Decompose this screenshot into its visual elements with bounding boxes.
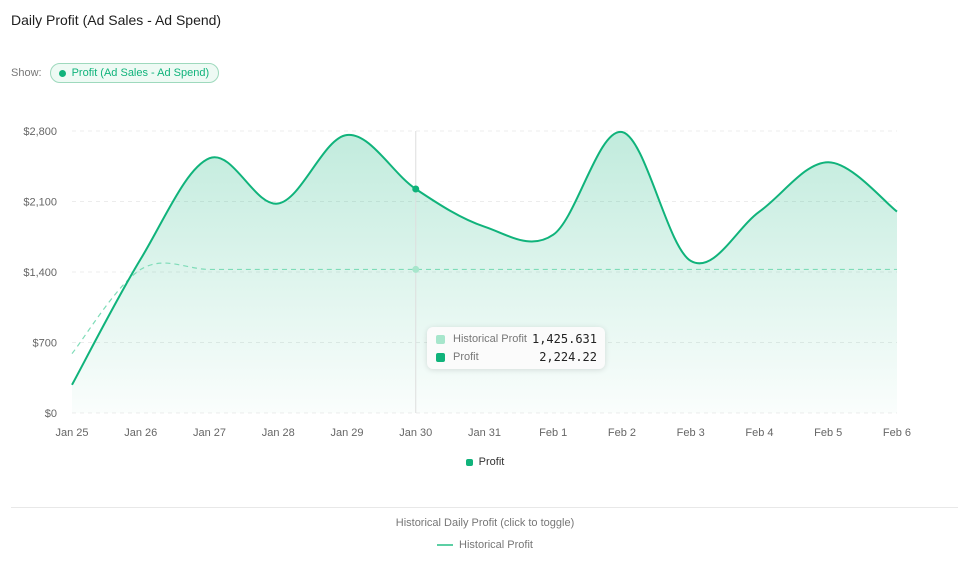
- show-filter: Show: Profit (Ad Sales - Ad Spend): [11, 63, 220, 83]
- x-tick-label: Jan 30: [399, 427, 432, 439]
- historical-swatch-icon: [436, 334, 445, 344]
- profit-swatch-icon: [436, 352, 445, 362]
- chart-title: Daily Profit (Ad Sales - Ad Spend): [11, 12, 222, 28]
- y-tick-label: $2,800: [23, 126, 57, 138]
- x-tick-label: Jan 25: [55, 427, 88, 439]
- legend-item-profit[interactable]: Profit: [465, 456, 505, 468]
- profit-area: [72, 131, 897, 413]
- tooltip-profit-label: Profit: [453, 351, 479, 363]
- tooltip-historical-value: 1,425.631: [531, 332, 597, 346]
- profit-hover-point: [412, 185, 420, 193]
- y-tick-label: $0: [45, 408, 57, 420]
- legend-profit-label: Profit: [478, 456, 505, 468]
- x-tick-label: Feb 2: [608, 427, 636, 439]
- x-tick-label: Jan 27: [193, 427, 226, 439]
- x-tick-label: Feb 4: [745, 427, 773, 439]
- historical-legend: Historical Profit: [0, 539, 970, 551]
- profit-toggle-pill[interactable]: Profit (Ad Sales - Ad Spend): [49, 63, 220, 83]
- profit-chart[interactable]: $0 $700 $1,400 $2,100 $2,800 Jan 25 Jan 26 Jan …: [0, 110, 970, 450]
- x-tick-label: Jan 31: [468, 427, 501, 439]
- show-label: Show:: [11, 67, 42, 79]
- profit-toggle-label: Profit (Ad Sales - Ad Spend): [71, 67, 210, 79]
- tooltip-historical-label: Historical Profit: [453, 333, 527, 345]
- x-tick-label: Feb 3: [677, 427, 705, 439]
- historical-toggle[interactable]: Historical Profit: [437, 539, 533, 551]
- x-tick-label: Jan 29: [330, 427, 363, 439]
- y-tick-label: $2,100: [23, 197, 57, 209]
- historical-title: Historical Daily Profit (click to toggle…: [395, 517, 575, 529]
- x-tick-label: Jan 28: [262, 427, 295, 439]
- x-tick-label: Feb 5: [814, 427, 842, 439]
- divider: [11, 507, 958, 508]
- tooltip-row-historical: Historical Profit: [436, 333, 527, 345]
- tooltip-profit-value: 2,224.22: [539, 350, 597, 364]
- profit-dot-icon: [58, 69, 66, 77]
- chart-tooltip: Historical Profit 1,425.631 Profit 2,224…: [427, 327, 605, 369]
- profit-line: [71, 131, 898, 386]
- x-tick-label: Jan 26: [124, 427, 157, 439]
- y-tick-label: $1,400: [23, 267, 57, 279]
- x-tick-label: Feb 6: [883, 427, 911, 439]
- historical-hover-point: [412, 265, 420, 273]
- chart-legend: Profit: [0, 456, 970, 468]
- tooltip-row-profit: Profit: [436, 351, 479, 363]
- x-tick-label: Feb 1: [539, 427, 567, 439]
- historical-label: Historical Profit: [459, 539, 533, 551]
- historical-profit-line: [71, 262, 897, 354]
- y-tick-label: $700: [33, 338, 57, 350]
- profit-legend-icon: [465, 458, 473, 466]
- historical-line-icon: [437, 544, 454, 546]
